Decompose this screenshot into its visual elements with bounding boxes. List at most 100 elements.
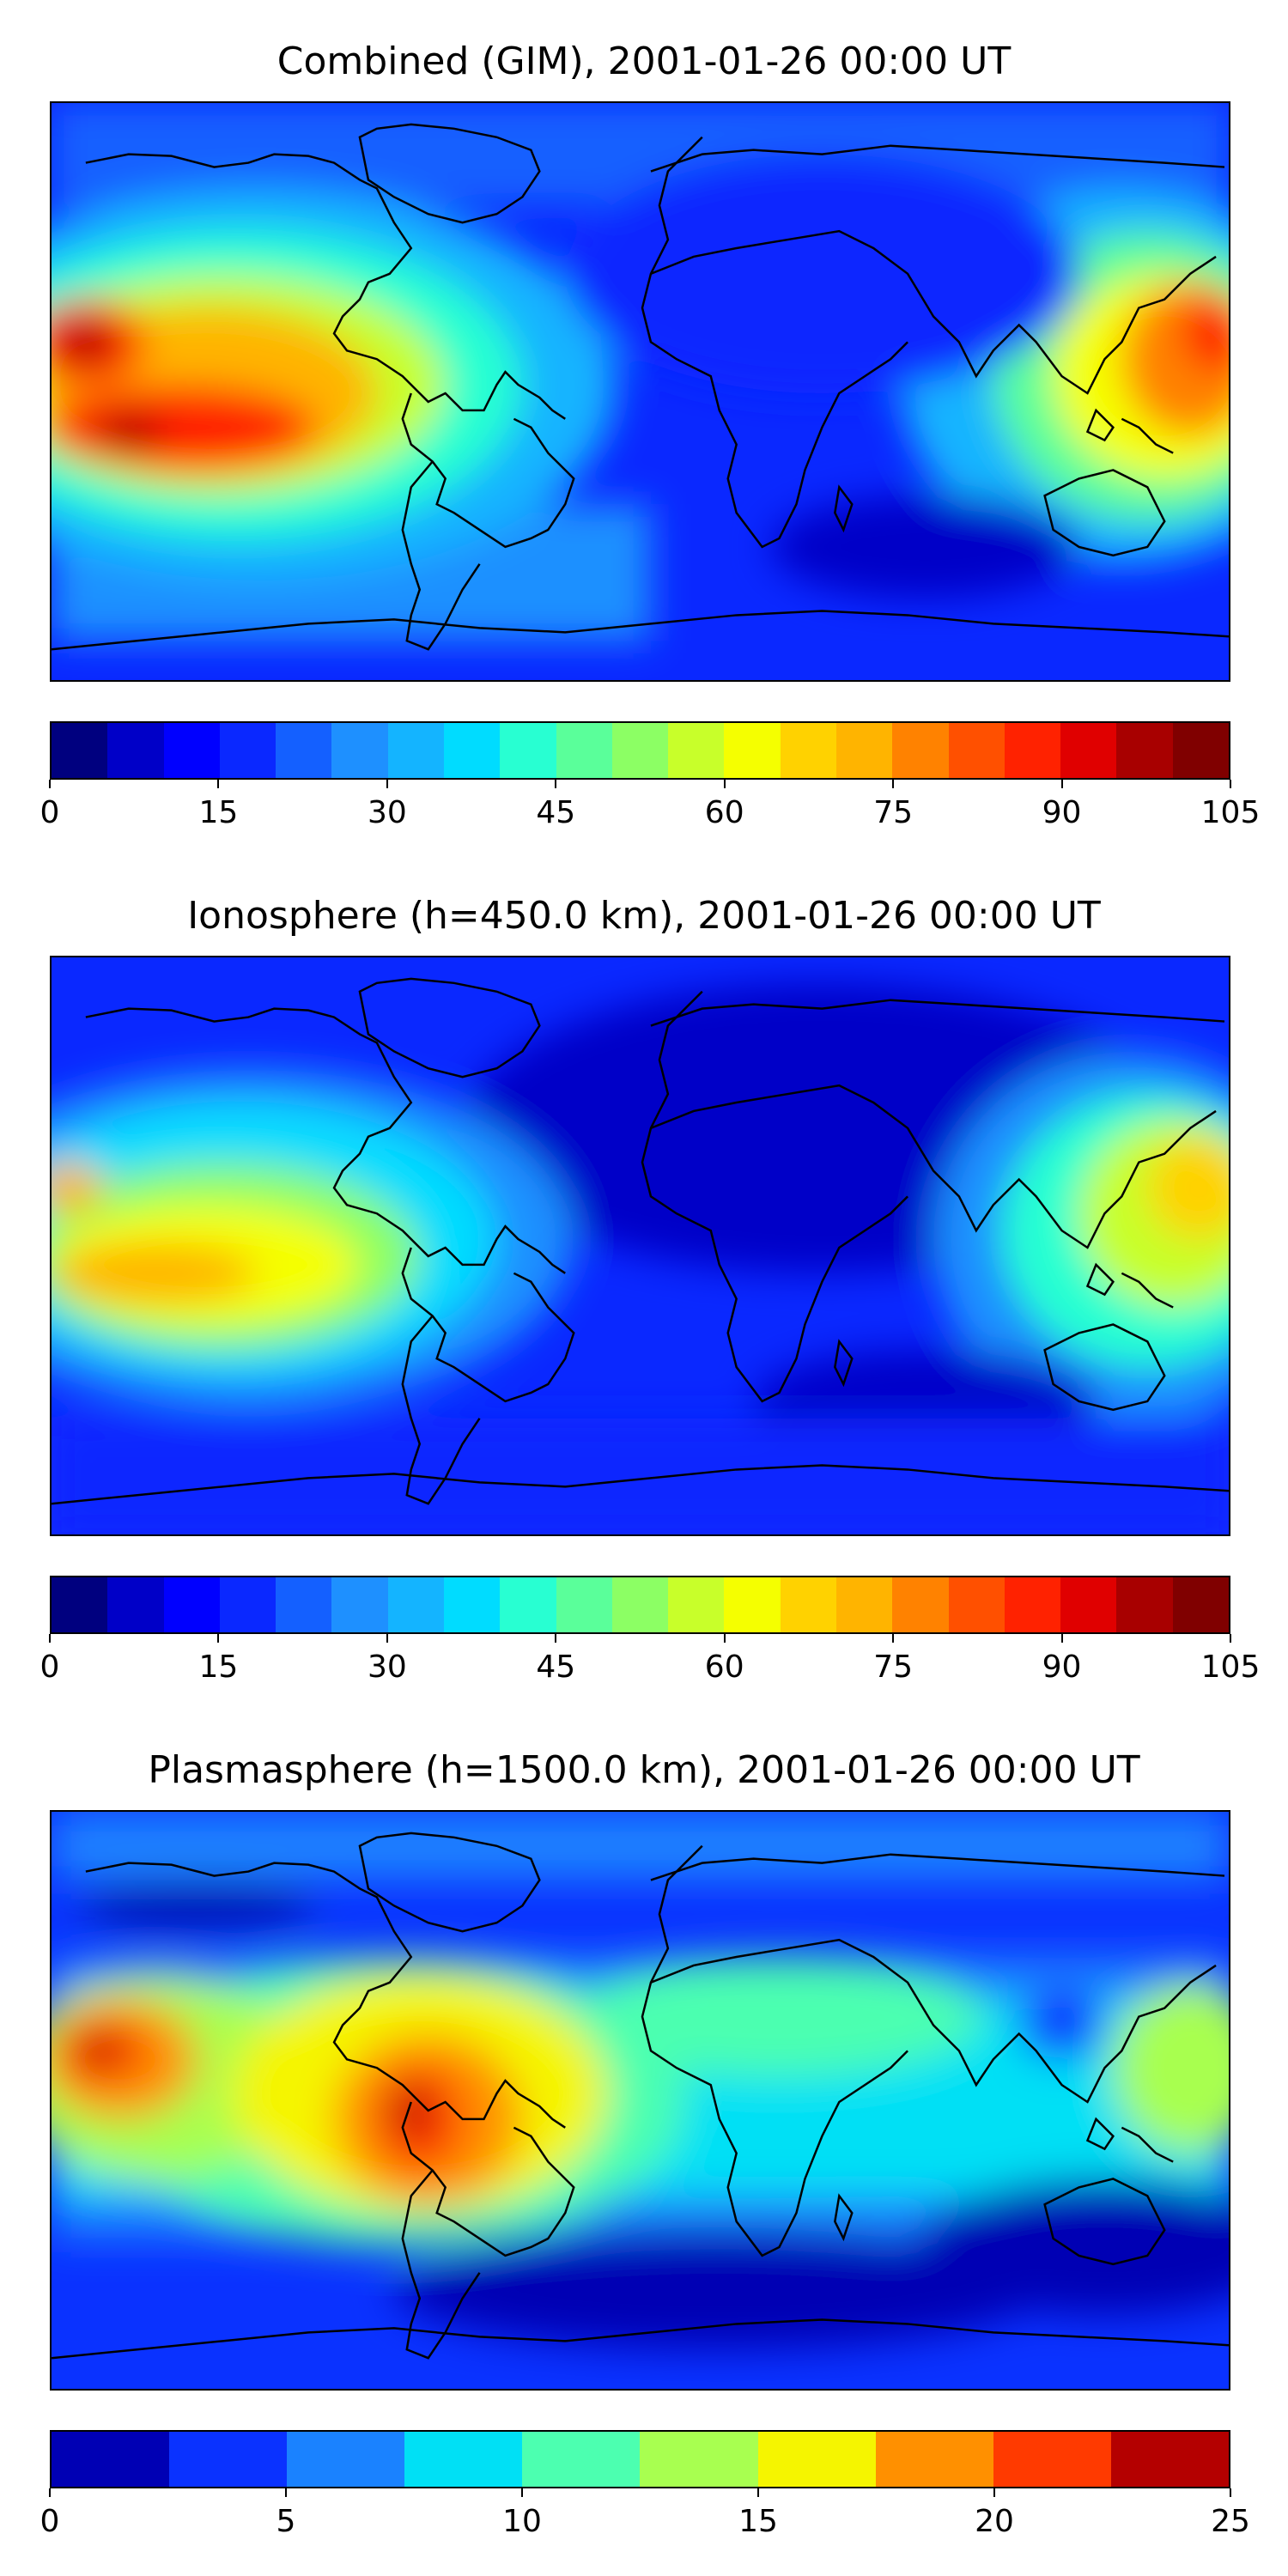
colorbar-segment <box>556 723 612 778</box>
colorbar-segment <box>611 723 669 778</box>
colorbar-segment <box>835 1577 893 1632</box>
colorbar-tick-label: 5 <box>276 2504 296 2539</box>
colorbar-tick-label: 20 <box>975 2504 1014 2539</box>
colorbar-tick <box>285 2488 287 2497</box>
colorbar-segment <box>757 2432 876 2487</box>
colorbar-tick-label: 75 <box>873 1649 914 1685</box>
colorbar-tick-label: 15 <box>198 795 239 830</box>
colorbar-segment <box>1060 1577 1117 1632</box>
colorbar-segment <box>1004 723 1061 778</box>
colorbar-segment <box>163 1577 220 1632</box>
colorbar-segment <box>780 723 836 778</box>
colorbar-segment <box>892 1577 949 1632</box>
colorbar-combined <box>50 721 1230 780</box>
colorbar-tick <box>555 1634 557 1643</box>
colorbar-segment <box>640 2432 758 2487</box>
colorbar-ticks-combined: 0 15 30 45 60 75 90 105 <box>40 780 1260 831</box>
colorbar-tick <box>217 1634 220 1643</box>
colorbar-segment <box>52 723 108 778</box>
colorbar-tick-label: 105 <box>1200 1649 1261 1685</box>
colorbar-tick <box>49 2488 51 2497</box>
colorbar-segment <box>500 723 556 778</box>
colorbar-plasmasphere <box>50 2430 1230 2488</box>
colorbar-tick <box>386 780 388 788</box>
colorbar-segment <box>331 1577 388 1632</box>
colorbar-tick-label: 90 <box>1042 1649 1082 1685</box>
map-plasmasphere <box>50 1810 1230 2391</box>
colorbar-segment <box>331 723 388 778</box>
colorbar-segment <box>107 723 164 778</box>
colorbar-tick <box>49 780 51 788</box>
colorbar-segment <box>1004 1577 1061 1632</box>
colorbar-segment <box>287 2432 405 2487</box>
colorbar-tick-label: 45 <box>536 1649 576 1685</box>
colorbar-segment <box>1172 1577 1229 1632</box>
colorbar-ticks-ionosphere: 0 15 30 45 60 75 90 105 <box>40 1634 1260 1686</box>
colorbar-segment <box>948 1577 1005 1632</box>
colorbar-segment <box>276 1577 332 1632</box>
colorbar-segment <box>1110 2432 1229 2487</box>
colorbar-tick-label: 0 <box>39 1649 60 1685</box>
colorbar-tick <box>1230 780 1231 788</box>
colorbar-segment <box>724 723 781 778</box>
colorbar-segment <box>892 723 949 778</box>
colorbar-tick-label: 90 <box>1042 795 1082 830</box>
colorbar-segment <box>1172 723 1229 778</box>
colorbar-segment <box>404 2432 523 2487</box>
colorbar-segment <box>611 1577 669 1632</box>
colorbar-tick-label: 60 <box>704 1649 744 1685</box>
colorbar-tick-label: 0 <box>39 2504 60 2539</box>
colorbar-tick-label: 15 <box>198 1649 239 1685</box>
colorbar-ionosphere <box>50 1576 1230 1634</box>
colorbar-tick <box>993 2488 995 2497</box>
colorbar-tick <box>49 1634 51 1643</box>
colorbar-tick <box>386 1634 388 1643</box>
colorbar-tick-label: 30 <box>367 795 407 830</box>
tec-map-combined <box>52 103 1229 680</box>
colorbar-tick-label: 15 <box>738 2504 778 2539</box>
colorbar-tick-label: 60 <box>704 795 744 830</box>
colorbar-segment <box>163 723 220 778</box>
colorbar-tick-label: 105 <box>1200 795 1261 830</box>
colorbar-segment <box>835 723 893 778</box>
colorbar-tick <box>892 1634 895 1643</box>
colorbar-segment <box>993 2432 1111 2487</box>
colorbar-segment <box>169 2432 288 2487</box>
colorbar-tick-label: 30 <box>367 1649 407 1685</box>
colorbar-segment <box>780 1577 836 1632</box>
colorbar-segment <box>443 723 501 778</box>
colorbar-ticks-plasmasphere: 0 5 10 15 20 25 <box>40 2488 1250 2540</box>
colorbar-segment <box>1060 723 1117 778</box>
panel-title-ionosphere: Ionosphere (h=450.0 km), 2001-01-26 00:0… <box>187 894 1101 938</box>
tec-map-ionosphere <box>52 957 1229 1534</box>
colorbar-tick <box>723 780 726 788</box>
map-combined <box>50 101 1230 682</box>
colorbar-segment <box>387 723 444 778</box>
colorbar-segment <box>443 1577 501 1632</box>
colorbar-tick-label: 10 <box>502 2504 542 2539</box>
colorbar-tick-label: 45 <box>536 795 576 830</box>
colorbar-segment <box>668 723 725 778</box>
colorbar-tick <box>1230 2488 1231 2497</box>
colorbar-tick <box>757 2488 759 2497</box>
map-ionosphere <box>50 956 1230 1536</box>
panel-title-combined: Combined (GIM), 2001-01-26 00:00 UT <box>276 39 1012 83</box>
colorbar-tick <box>555 780 557 788</box>
colorbar-segment <box>387 1577 444 1632</box>
colorbar-segment <box>1116 1577 1173 1632</box>
colorbar-tick-label: 25 <box>1211 2504 1250 2539</box>
colorbar-segment <box>219 723 276 778</box>
colorbar-tick <box>217 780 220 788</box>
colorbar-segment <box>724 1577 781 1632</box>
colorbar-segment <box>948 723 1005 778</box>
colorbar-segment <box>668 1577 725 1632</box>
colorbar-segment <box>52 2432 170 2487</box>
colorbar-segment <box>1116 723 1173 778</box>
colorbar-segment <box>276 723 332 778</box>
colorbar-tick-label: 75 <box>873 795 914 830</box>
colorbar-segment <box>500 1577 556 1632</box>
colorbar-segment <box>52 1577 108 1632</box>
tec-map-plasmasphere <box>52 1812 1229 2389</box>
colorbar-segment <box>522 2432 641 2487</box>
colorbar-segment <box>556 1577 612 1632</box>
